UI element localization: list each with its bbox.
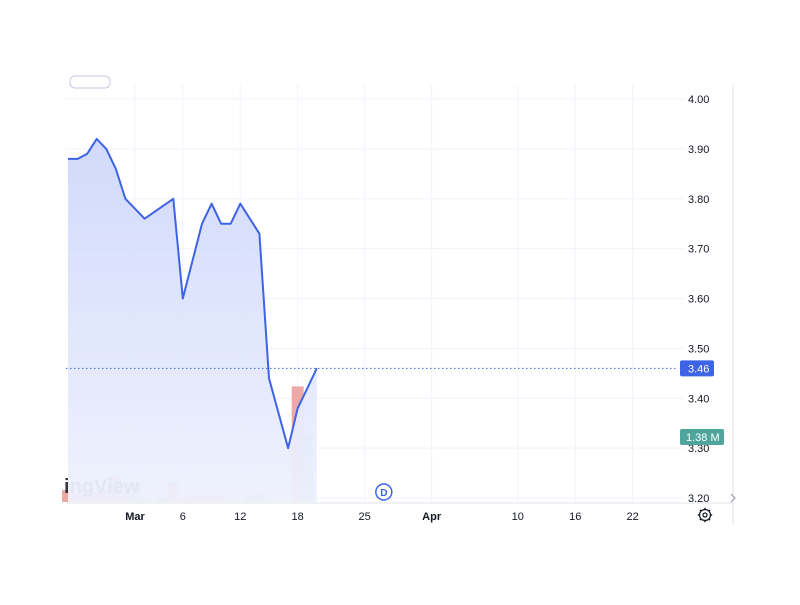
current-volume-badge-bg xyxy=(680,429,724,445)
gear-icon-hub xyxy=(702,512,708,518)
current-price-badge-bg xyxy=(680,360,714,377)
x-tick-label: 12 xyxy=(234,511,246,523)
legend-tab[interactable] xyxy=(69,75,111,89)
chevron-right-icon[interactable] xyxy=(730,493,736,503)
dividend-marker[interactable]: D xyxy=(375,483,393,501)
gear-icon-tooth xyxy=(699,518,702,521)
y-tick-label: 3.20 xyxy=(688,493,709,505)
y-tick-label: 3.30 xyxy=(688,443,709,455)
gear-icon-tooth xyxy=(699,509,702,512)
dividend-marker-circle[interactable] xyxy=(375,483,393,501)
x-tick-label: 10 xyxy=(512,511,524,523)
y-tick-label: 3.80 xyxy=(688,194,709,206)
y-tick-label: 3.90 xyxy=(688,144,709,156)
current-price-label: 3.46 xyxy=(688,363,709,375)
dividend-marker-label: D xyxy=(380,488,387,499)
y-tick-label: 4.00 xyxy=(688,94,709,106)
gear-icon[interactable] xyxy=(697,507,713,523)
x-tick-label: 25 xyxy=(359,511,371,523)
x-tick-label: Mar xyxy=(125,511,145,523)
x-tick-label: 6 xyxy=(180,511,186,523)
gear-icon-ring xyxy=(698,508,712,522)
current-volume-label: 1.38 M xyxy=(686,432,720,444)
y-tick-label: 3.60 xyxy=(688,294,709,306)
current-volume-badge: 1.38 M xyxy=(680,429,724,445)
y-tick-label: 3.50 xyxy=(688,343,709,355)
y-tick-label: 3.70 xyxy=(688,244,709,256)
gear-icon-tooth xyxy=(708,509,711,512)
y-tick-label: 3.40 xyxy=(688,393,709,405)
x-tick-label: Apr xyxy=(422,511,442,523)
x-tick-label: 22 xyxy=(627,511,639,523)
current-price-badge: 3.46 xyxy=(680,360,714,377)
price-line xyxy=(68,137,318,450)
price-area xyxy=(68,138,317,502)
x-tick-label: 18 xyxy=(292,511,304,523)
x-tick-label: 16 xyxy=(569,511,581,523)
gear-icon-tooth xyxy=(708,518,711,521)
